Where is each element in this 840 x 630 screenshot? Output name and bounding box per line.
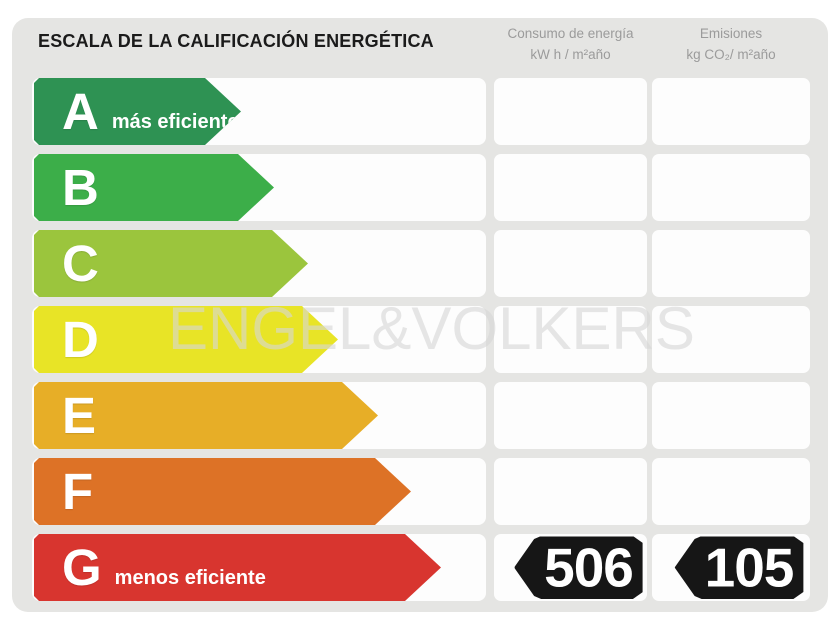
energy-rating-card: ESCALA DE LA CALIFICACIÓN ENERGÉTICA Con… xyxy=(12,18,828,612)
scale-rows: A más eficiente B C xyxy=(12,78,828,601)
emisiones-cell: 105 xyxy=(652,534,810,601)
rating-note: más eficiente xyxy=(111,111,239,133)
scale-row-strip: A más eficiente xyxy=(32,78,486,145)
emisiones-header-line2: kg CO₂/ m²año xyxy=(686,47,776,62)
scale-row-strip: E xyxy=(32,382,486,449)
rating-arrow: E xyxy=(34,382,378,449)
consumo-header-line1: Consumo de energía xyxy=(507,26,634,41)
consumo-cell xyxy=(494,230,647,297)
consumo-cell: 506 xyxy=(494,534,647,601)
consumo-column-header: Consumo de energía kW h / m²año xyxy=(494,23,647,65)
scale-row-strip: D xyxy=(32,306,486,373)
consumo-value: 506 xyxy=(544,536,633,598)
scale-row-strip: F xyxy=(32,458,486,525)
emisiones-column-header: Emisiones kg CO₂/ m²año xyxy=(652,23,810,65)
rating-note: menos eficiente xyxy=(114,567,266,589)
page-title: ESCALA DE LA CALIFICACIÓN ENERGÉTICA xyxy=(38,31,434,51)
scale-row: B xyxy=(12,154,828,221)
consumo-cell xyxy=(494,154,647,221)
emisiones-cell xyxy=(652,230,810,297)
consumo-cell xyxy=(494,458,647,525)
scale-row: F xyxy=(12,458,828,525)
emisiones-cell xyxy=(652,78,810,145)
emisiones-cell xyxy=(652,154,810,221)
rating-arrow: G menos eficiente xyxy=(34,534,441,601)
scale-row-strip: B xyxy=(32,154,486,221)
consumo-header-line2: kW h / m²año xyxy=(530,47,611,62)
rating-letter: F xyxy=(62,463,94,520)
rating-arrow: F xyxy=(34,458,411,525)
rating-letter: A xyxy=(62,83,99,140)
emisiones-cell xyxy=(652,306,810,373)
consumo-cell xyxy=(494,382,647,449)
rating-letter: B xyxy=(62,159,99,216)
emisiones-cell xyxy=(652,382,810,449)
scale-row: G menos eficiente 506 105 xyxy=(12,534,828,601)
scale-row: A más eficiente xyxy=(12,78,828,145)
scale-row-strip: G menos eficiente xyxy=(32,534,486,601)
scale-row: C xyxy=(12,230,828,297)
scale-row-strip: C xyxy=(32,230,486,297)
rating-arrow: A más eficiente xyxy=(34,78,241,145)
rating-letter: D xyxy=(62,311,99,368)
rating-letter: G xyxy=(62,539,102,596)
emisiones-value-badge: 105 xyxy=(675,536,804,599)
emisiones-value: 105 xyxy=(704,536,794,598)
consumo-cell xyxy=(494,306,647,373)
rating-arrow: D xyxy=(34,306,338,373)
scale-row: E xyxy=(12,382,828,449)
rating-letter: C xyxy=(62,235,99,292)
scale-row: D xyxy=(12,306,828,373)
rating-arrow: B xyxy=(34,154,274,221)
emisiones-header-line1: Emisiones xyxy=(699,26,763,41)
emisiones-cell xyxy=(652,458,810,525)
rating-letter: E xyxy=(62,387,97,444)
consumo-value-badge: 506 xyxy=(514,536,643,599)
consumo-cell xyxy=(494,78,647,145)
rating-arrow: C xyxy=(34,230,308,297)
